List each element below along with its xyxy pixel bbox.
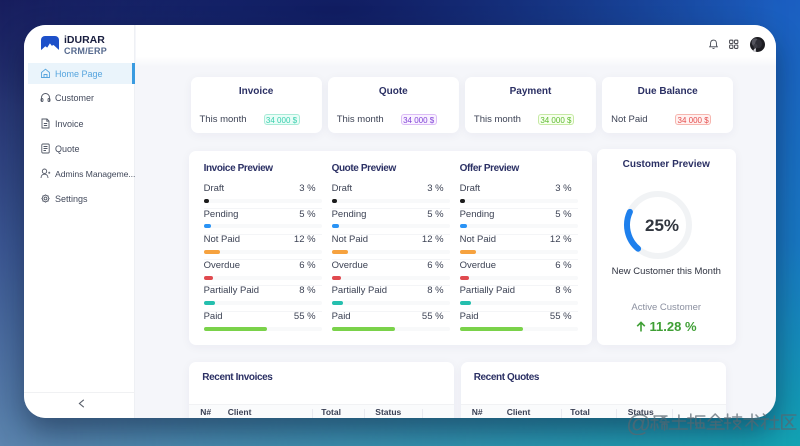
svg-text:@: @ [626,410,651,435]
svg-text:25%: 25% [645,216,679,235]
